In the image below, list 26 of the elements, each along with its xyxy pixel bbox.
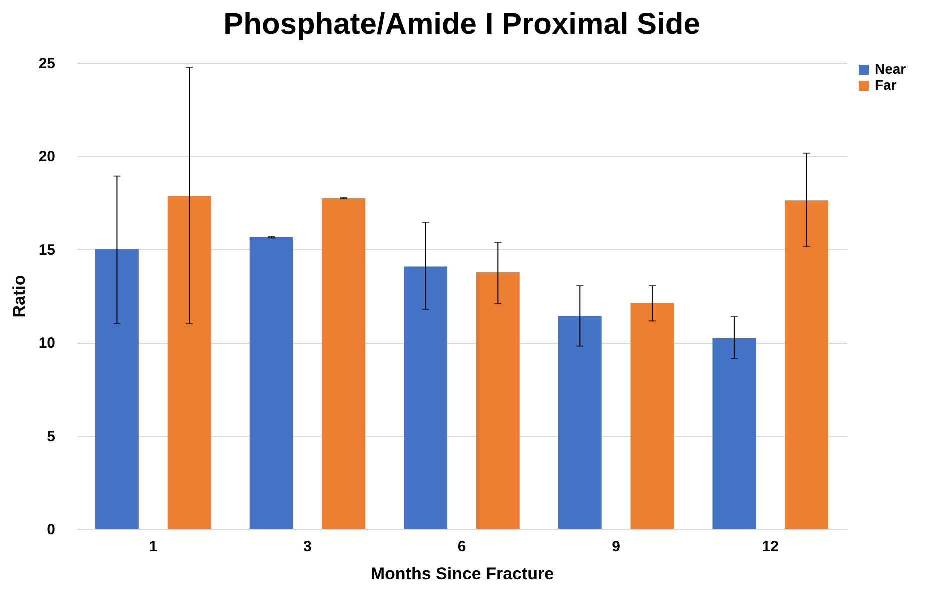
bar — [96, 249, 139, 529]
y-tick-label: 25 — [38, 56, 56, 72]
y-tick-label: 20 — [38, 148, 56, 166]
x-tick-label: 12 — [762, 538, 779, 556]
bar — [250, 237, 294, 529]
bar — [558, 316, 602, 529]
bar — [476, 272, 520, 529]
x-tick-label: 6 — [458, 538, 466, 556]
legend-label: Near — [875, 61, 907, 77]
y-axis-title: Ratio — [10, 275, 29, 318]
bar — [712, 338, 756, 529]
bar — [168, 196, 212, 529]
x-axis-title: Months Since Fracture — [370, 564, 554, 584]
x-tick-label: 3 — [304, 538, 312, 556]
bar — [322, 198, 366, 529]
y-tick-label: 10 — [38, 335, 56, 352]
bar — [785, 200, 828, 529]
bar — [630, 303, 674, 529]
legend-label: Far — [875, 77, 898, 93]
x-tick-label: 9 — [612, 538, 620, 556]
y-tick-label: 15 — [38, 242, 56, 259]
chart-title: Phosphate/Amide I Proximal Side — [224, 8, 700, 41]
x-tick-label: 1 — [149, 538, 158, 556]
y-tick-label: 0 — [47, 522, 56, 538]
y-tick-label: 5 — [47, 428, 56, 446]
bar — [404, 266, 448, 529]
